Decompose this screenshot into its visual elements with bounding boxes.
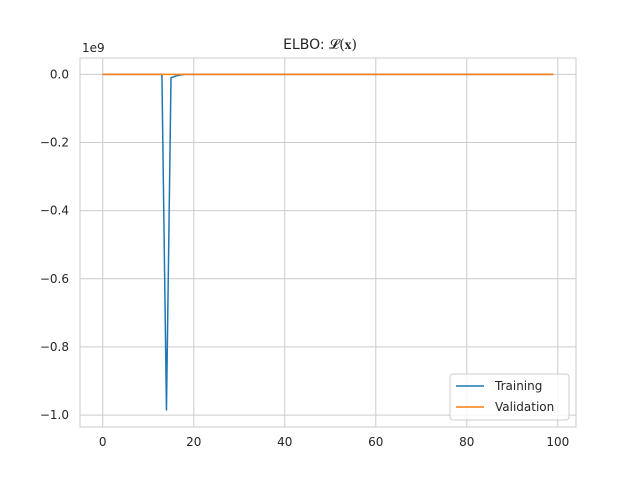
x-tick-label: 80 — [459, 435, 474, 449]
series-layer — [102, 73, 554, 411]
x-tick-label: 60 — [368, 435, 383, 449]
x-tick-label: 0 — [99, 435, 107, 449]
chart-title: ELBO: 𝓛(𝐱) — [283, 37, 357, 53]
x-tick-label: 40 — [277, 435, 292, 449]
y-tick-label: −0.8 — [40, 340, 69, 354]
y-tick-label: −0.4 — [40, 204, 69, 218]
y-offset-label: 1e9 — [82, 41, 105, 55]
legend-label-validation: Validation — [495, 400, 554, 414]
y-tick-label: −1.0 — [40, 408, 69, 422]
y-tick-label: 0.0 — [50, 67, 69, 81]
legend-label-training: Training — [494, 379, 542, 393]
y-tick-label: −0.6 — [40, 272, 69, 286]
x-tick-label: 100 — [546, 435, 569, 449]
legend: Training Validation — [449, 373, 570, 421]
tick-labels: 0 20 40 60 80 100 0.0 −0.2 −0.4 −0.6 −0.8 −1.0 — [40, 67, 569, 449]
x-tick-label: 20 — [186, 435, 201, 449]
y-tick-label: −0.2 — [40, 135, 69, 149]
plot-frame — [79, 57, 577, 428]
